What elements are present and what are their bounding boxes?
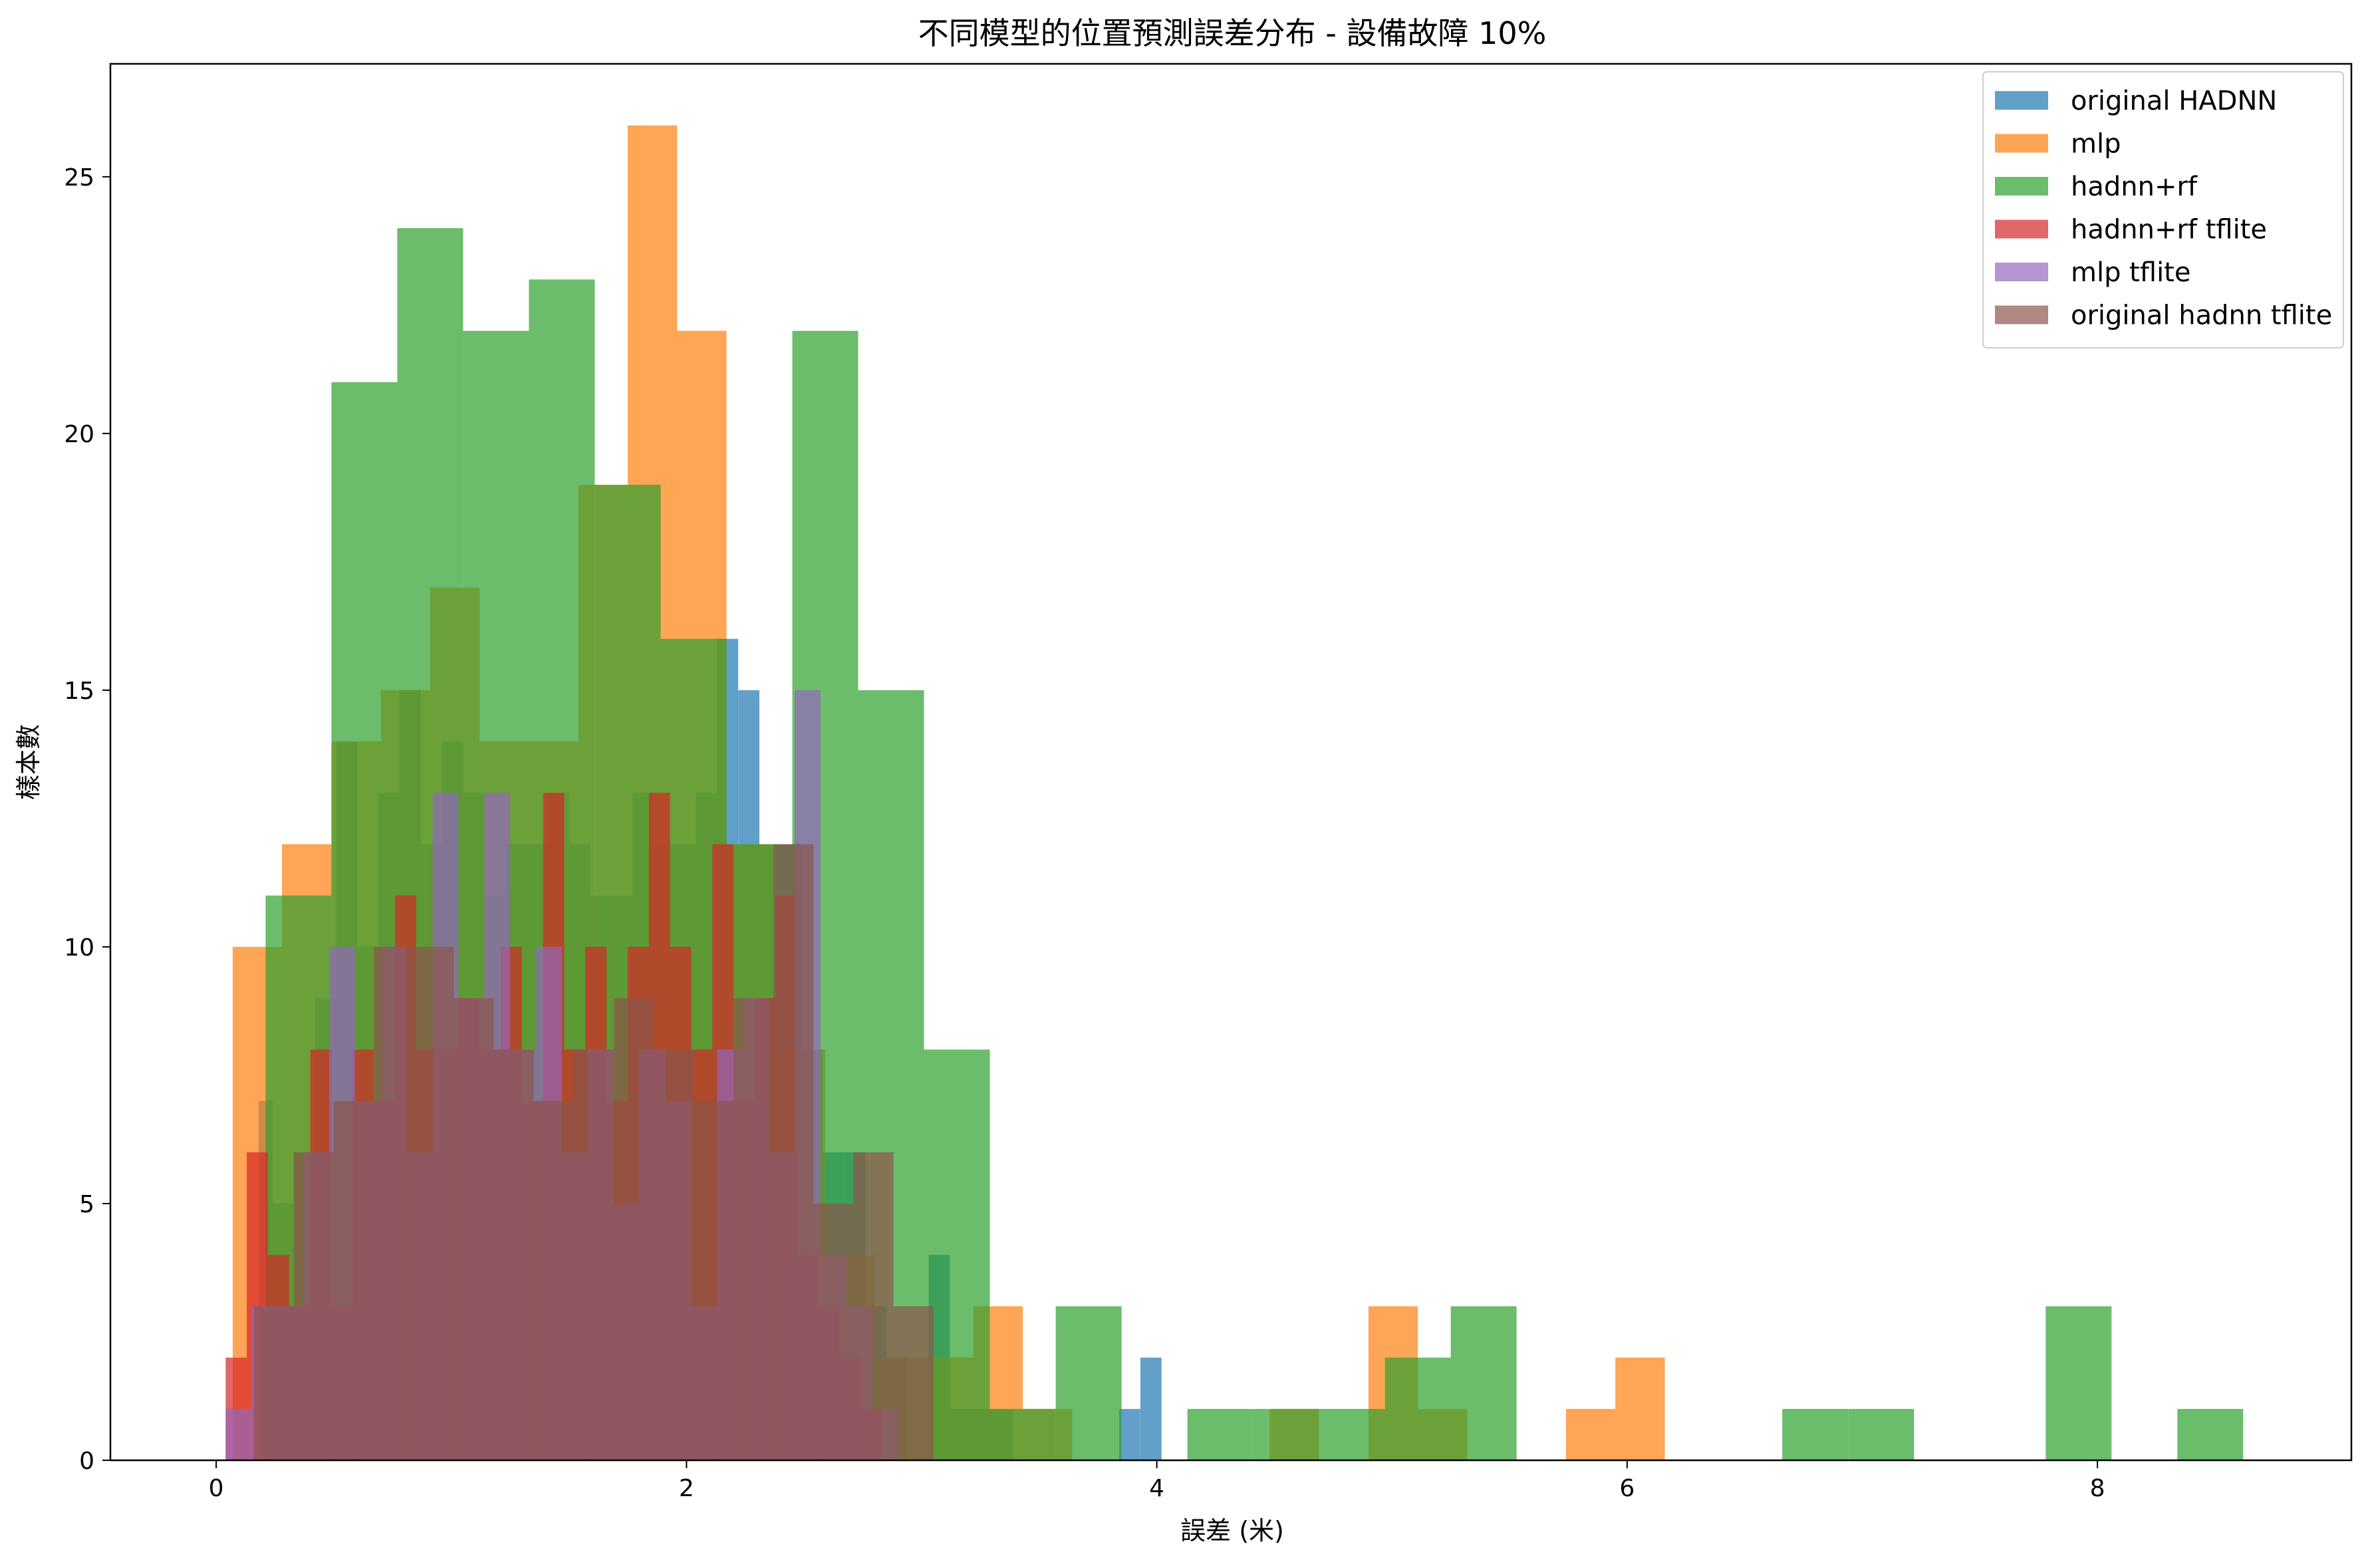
legend-label: hadnn+rf tflite (2071, 215, 2267, 245)
histogram-bar (2045, 1306, 2112, 1460)
legend-label: hadnn+rf (2071, 172, 2198, 202)
legend: original HADNN mlp hadnn+rf hadnn+rf tflite… (1982, 71, 2344, 348)
histogram-bar (454, 998, 494, 1460)
legend-swatch (1995, 219, 2048, 239)
legend-swatch (1995, 305, 2048, 325)
histogram-bar (1384, 1357, 1451, 1460)
y-tick-label: 15 (64, 678, 94, 705)
histogram-bar (293, 1152, 334, 1460)
chart-title: 不同模型的位置預測誤差分布 - 設備故障 10% (918, 15, 1547, 51)
legend-label: mlp (2071, 129, 2121, 160)
histogram-bar (1848, 1408, 1914, 1460)
histogram-bar (1055, 1306, 1122, 1460)
histogram-bar (225, 1408, 252, 1460)
legend-swatch (1995, 177, 2048, 196)
histogram-bar (533, 1101, 574, 1460)
legend-label: original hadnn tflite (2071, 301, 2332, 331)
y-tick-label: 10 (64, 934, 94, 962)
histogram-bar (924, 1049, 990, 1460)
y-axis-label: 樣本數 (14, 724, 43, 800)
histogram-bar (893, 1306, 934, 1460)
histogram-bar (573, 1049, 614, 1460)
x-tick-label: 6 (1619, 1475, 1635, 1502)
histogram-bar (493, 1049, 534, 1460)
histogram-bar (813, 1204, 854, 1460)
legend-label: mlp tflite (2071, 257, 2190, 288)
histogram-bar (1615, 1357, 1665, 1460)
x-tick-label: 8 (2090, 1475, 2105, 1502)
legend-swatch (1995, 134, 2048, 153)
x-axis-label: 誤差 (米) (1180, 1516, 1284, 1545)
histogram-bar (253, 1306, 294, 1460)
histogram-bar (773, 844, 814, 1460)
histogram-bar (989, 1408, 1056, 1460)
axes-frame (109, 63, 2353, 1462)
histogram-bar (694, 1101, 734, 1460)
histogram-bar (1450, 1306, 1517, 1460)
histogram-bar (1187, 1408, 1253, 1460)
histogram-bar (374, 946, 414, 1460)
y-tick-label: 20 (64, 421, 94, 448)
x-tick-label: 0 (209, 1475, 224, 1502)
legend-swatch (1995, 91, 2048, 110)
legend-box (1982, 71, 2344, 348)
y-tick-label: 5 (79, 1191, 94, 1218)
histogram-bar (733, 998, 774, 1460)
ticks-layer: 0 2 4 6 8 0 5 10 15 20 25 (64, 164, 2105, 1502)
legend-label: original HADNN (2071, 86, 2277, 116)
x-tick-label: 2 (679, 1475, 694, 1502)
histogram-bar (853, 1152, 894, 1460)
histogram-bar (414, 946, 454, 1460)
bars-layer (225, 125, 2244, 1461)
histogram-bar (613, 998, 654, 1460)
histogram-bar (1119, 1408, 1140, 1460)
y-tick-label: 25 (64, 164, 94, 192)
histogram-bar (1565, 1408, 1616, 1460)
histogram-bar (653, 1049, 694, 1460)
legend-swatch (1995, 263, 2048, 281)
histogram-bar (1319, 1408, 1385, 1460)
histogram-bar (333, 1101, 374, 1460)
histogram-bar (1253, 1408, 1319, 1460)
histogram-bar (1782, 1408, 1849, 1460)
histogram-bar (2177, 1408, 2244, 1460)
x-tick-label: 4 (1149, 1475, 1164, 1502)
y-tick-label: 0 (79, 1448, 94, 1475)
histogram-bar (1140, 1357, 1162, 1460)
